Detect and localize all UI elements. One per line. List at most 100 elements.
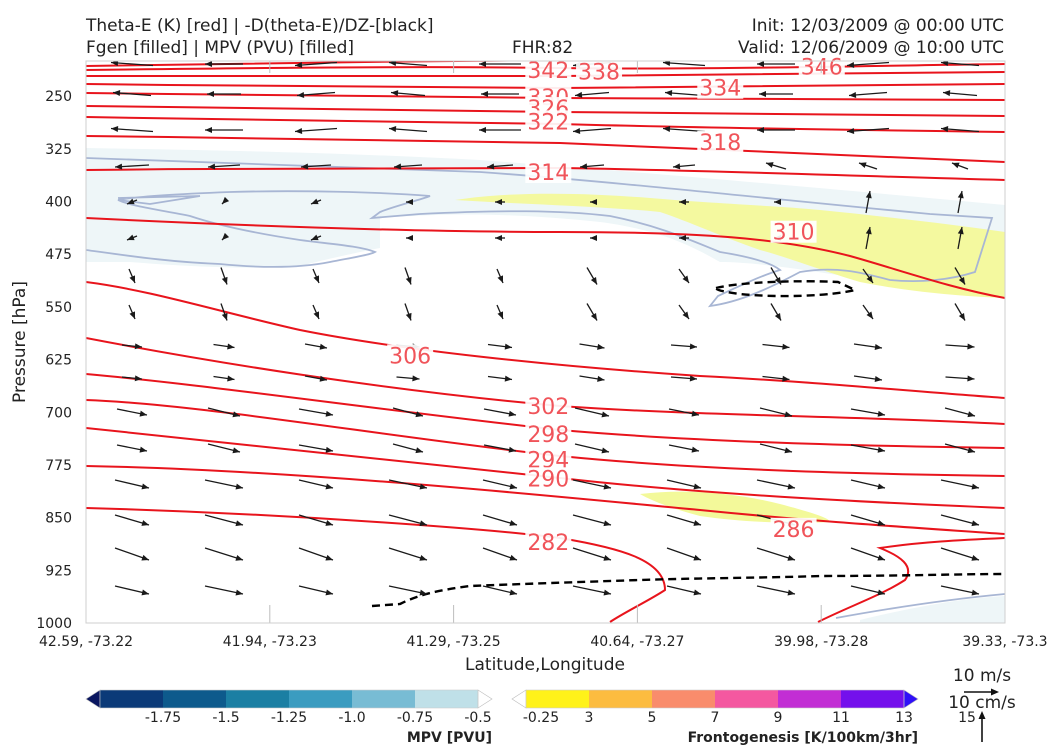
wind-vector-head [508, 410, 516, 417]
wind-vector-head [693, 520, 701, 526]
wind-vector-head [412, 375, 420, 382]
wind-vector-head [952, 162, 960, 169]
wind-vector-head [575, 91, 583, 98]
wind-vector-head [235, 555, 243, 561]
wind-vector-head [590, 235, 597, 241]
wind-vector-head [235, 520, 243, 527]
wind-vector-head [222, 196, 230, 204]
wind-vector-head [313, 311, 319, 319]
init-time: Init: 12/03/2009 @ 00:00 UTC [752, 16, 1004, 36]
wind-vector-head [232, 411, 240, 418]
wind-vector-head [319, 343, 327, 350]
wind-vector-head [967, 343, 975, 350]
theta-e-286-line [86, 465, 1005, 535]
forecast-hour: FHR:82 [512, 38, 573, 58]
theta-e-label: 314 [527, 161, 569, 186]
wind-vector [294, 127, 338, 133]
theta-e-label: 322 [527, 110, 569, 135]
fgen-colorbar-extend-max [903, 689, 919, 709]
x-tick-label: 41.29, -73.25 [407, 634, 501, 650]
wind-vector-head [509, 483, 517, 490]
wind-vector-head [689, 343, 697, 350]
wind-vector-head [774, 199, 781, 205]
mpv-colorbar-swatch [163, 690, 226, 708]
wind-vector-head [971, 589, 979, 596]
fgen-fill-lower [640, 491, 830, 523]
y-tick-label: 925 [45, 563, 72, 579]
wind-vector-head [590, 276, 597, 285]
theta-e-label: 282 [527, 531, 569, 556]
wind-vector-head [847, 62, 855, 68]
mpv-colorbar-swatch [226, 690, 289, 708]
wind-vector-head [679, 199, 686, 205]
wind-vector-head [601, 447, 609, 454]
wind-vector-head [235, 483, 243, 490]
wind-vector-head [504, 343, 512, 350]
plot-frame [85, 60, 1006, 624]
theta-e-label-bg [770, 220, 817, 243]
wind-vector-head [301, 163, 309, 170]
wind-vector-head [849, 91, 857, 98]
theta-e-label-bg [770, 517, 817, 540]
fgen-colorbar-tick: 13 [895, 710, 913, 726]
wind-vector-head [866, 275, 873, 283]
theta-e-label: 346 [801, 56, 843, 81]
wind-vector-head [601, 411, 609, 418]
wind-vector-head [787, 483, 795, 490]
wind-vector-head [139, 410, 147, 417]
wind-vector-head [111, 61, 119, 66]
theta-e-318-line [86, 135, 1005, 163]
wind-legend-horizontal-label: 10 m/s [953, 666, 1011, 686]
wind-vector-head [682, 275, 689, 283]
wind-vector-head [941, 61, 949, 67]
wind-vector-head [971, 520, 979, 527]
wind-vector-head [597, 375, 605, 382]
theta-e-label: 302 [527, 395, 569, 420]
wind-vector-head [134, 375, 142, 382]
wind-vector-head [325, 410, 333, 417]
wind-vector [846, 61, 890, 67]
wind-vector-head [389, 126, 397, 133]
y-axis-label: Pressure [hPa] [10, 281, 30, 403]
wind-vector-head [877, 483, 885, 490]
wind-vector-head [495, 235, 502, 241]
wind-vector-head [406, 235, 413, 241]
wind-vector-head [504, 375, 512, 382]
wind-vector-head [859, 162, 867, 169]
wind-vector-head [673, 163, 681, 170]
theta-e-label-bg [525, 467, 572, 490]
wind-vector-head [313, 275, 319, 283]
y-tick-label: 475 [45, 247, 72, 263]
y-tick-label: 1000 [36, 616, 72, 632]
wind-vector-head [207, 91, 214, 97]
theta-e-label-bg [697, 130, 744, 153]
wind-vector-head [665, 90, 673, 97]
fgen-colorbar-swatch [652, 690, 715, 708]
fgen-colorbar-tick: 9 [774, 710, 783, 726]
wind-vector-head [865, 227, 872, 235]
wind-vector-head [221, 276, 228, 285]
fgen-colorbar-tick: 11 [832, 710, 850, 726]
wind-vector-head [141, 483, 149, 490]
theta-e-label: 338 [578, 61, 620, 86]
wind-vector-head [877, 410, 885, 417]
wind-vector-head [682, 311, 689, 319]
wind-vector-head [391, 90, 399, 97]
wind-vector-head [679, 235, 686, 241]
wind-vector-head [406, 199, 413, 205]
wind-vector-head [127, 234, 135, 241]
wind-legend-vertical-arrowhead [978, 711, 986, 719]
fgen-colorbar-swatch [841, 690, 904, 708]
wind-vector-head [967, 375, 975, 382]
wind-vector-head [663, 126, 671, 132]
wind-vector-head [311, 198, 319, 205]
wind-vector-head [134, 343, 142, 350]
y-tick-label: 250 [45, 89, 72, 105]
fgen-colorbar-tick: 5 [648, 710, 657, 726]
title-theta-e: Theta-E (K) [red] | -D(theta-E)/DZ-[blac… [85, 16, 434, 36]
wind-vector-head [759, 91, 766, 97]
y-tick-label: 400 [45, 195, 72, 211]
wind-vector-head [208, 163, 216, 170]
wind-vector-head [232, 447, 240, 454]
wind-vector-head [497, 311, 503, 319]
